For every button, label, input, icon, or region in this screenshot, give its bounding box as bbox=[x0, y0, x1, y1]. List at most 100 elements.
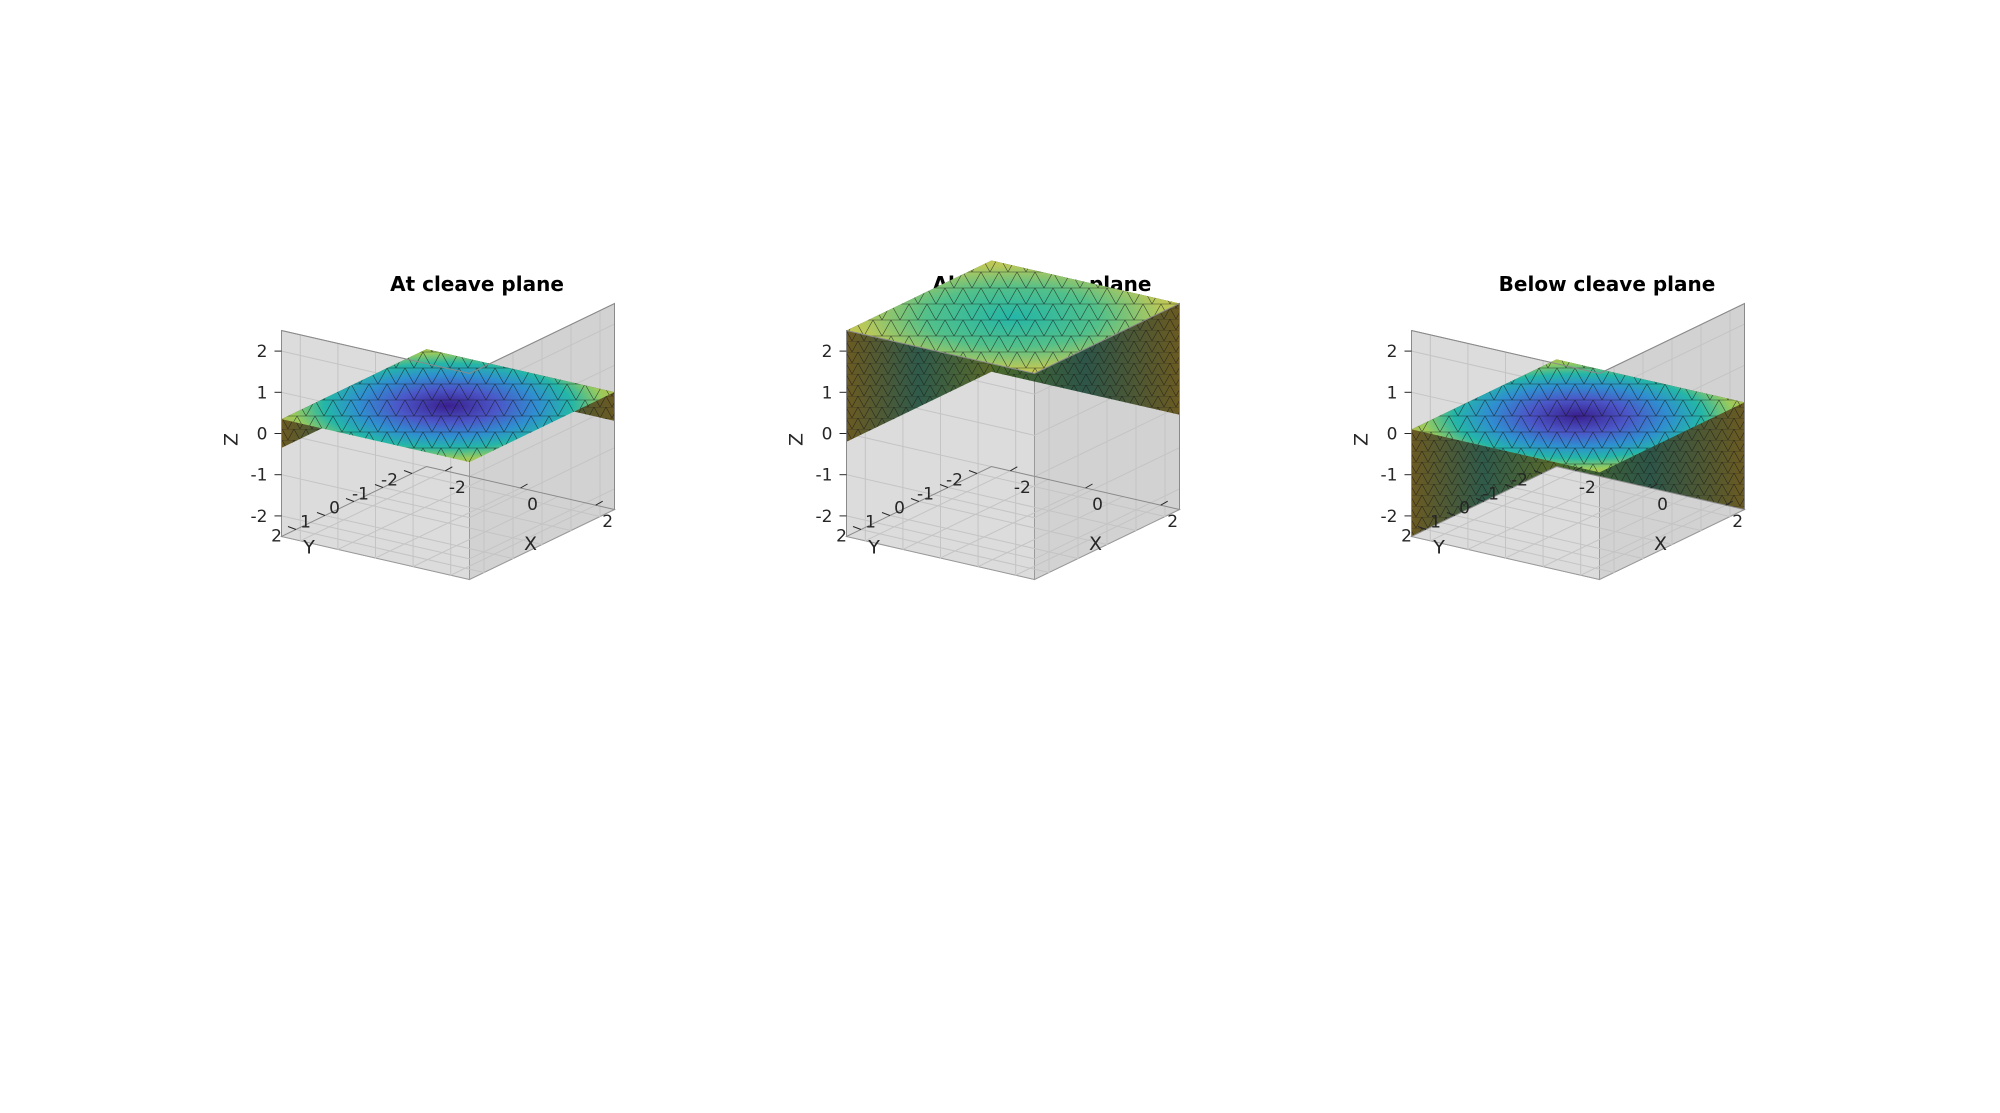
grid-line bbox=[940, 352, 1086, 559]
y-tick-mark bbox=[374, 484, 384, 488]
y-tick-label: 0 bbox=[329, 499, 340, 519]
y-tick-label: -2 bbox=[381, 471, 398, 491]
x-tick-label: 2 bbox=[1167, 512, 1178, 532]
y-tick-label: -2 bbox=[1511, 471, 1528, 491]
mesh-top-edges bbox=[846, 260, 1180, 374]
z-tick-label: -1 bbox=[1381, 466, 1398, 486]
y-tick-label: 0 bbox=[894, 499, 905, 519]
x-axis-label: X bbox=[524, 533, 537, 555]
y-tick-label: 1 bbox=[865, 513, 876, 533]
y-tick-mark bbox=[910, 498, 920, 502]
mesh-object bbox=[281, 349, 615, 463]
y-tick-label: 1 bbox=[300, 513, 311, 533]
grid-line bbox=[846, 488, 1180, 560]
x-tick-label: 0 bbox=[527, 495, 538, 515]
x-tick-label: -2 bbox=[449, 478, 466, 498]
y-tick-mark bbox=[316, 512, 326, 516]
grid-line bbox=[1015, 369, 1161, 576]
axes-box-edge bbox=[1411, 302, 1745, 510]
y-tick-mark bbox=[1475, 498, 1485, 502]
z-tick-label: 0 bbox=[1387, 425, 1398, 445]
z-tick-label: -1 bbox=[251, 466, 268, 486]
y-tick-label: 2 bbox=[271, 527, 282, 547]
y-tick-mark bbox=[1446, 512, 1456, 516]
y-tick-mark bbox=[1417, 526, 1427, 530]
z-tick-label: -2 bbox=[1381, 507, 1398, 527]
z-tick-label: 0 bbox=[257, 425, 268, 445]
grid-line bbox=[411, 310, 601, 518]
x-tick-mark bbox=[1650, 483, 1658, 489]
y-tick-label: -1 bbox=[917, 485, 934, 505]
z-tick-label: -1 bbox=[816, 466, 833, 486]
y-tick-label: 0 bbox=[1459, 499, 1470, 519]
z-tick-label: 2 bbox=[257, 342, 268, 362]
mesh-top-edges bbox=[281, 349, 615, 463]
x-tick-mark bbox=[1575, 466, 1583, 472]
z-tick-label: 2 bbox=[1387, 342, 1398, 362]
x-tick-label: -2 bbox=[1579, 478, 1596, 498]
x-axis-label: X bbox=[1089, 533, 1102, 555]
grid-line bbox=[281, 488, 615, 560]
z-tick-label: 1 bbox=[257, 383, 268, 403]
y-axis-label: Y bbox=[867, 537, 880, 559]
y-tick-label: -1 bbox=[1482, 485, 1499, 505]
z-tick-label: 1 bbox=[822, 383, 833, 403]
axes-box-edge bbox=[281, 302, 615, 510]
panel-title: At cleave plane bbox=[390, 272, 564, 296]
y-tick-mark bbox=[1504, 484, 1514, 488]
y-tick-label: 1 bbox=[1430, 513, 1441, 533]
z-tick-label: -2 bbox=[816, 507, 833, 527]
y-tick-label: -2 bbox=[946, 471, 963, 491]
y-axis-label: Y bbox=[302, 537, 315, 559]
grid-line bbox=[281, 447, 615, 519]
grid-line bbox=[977, 360, 1124, 568]
grid-line bbox=[889, 352, 1079, 560]
mesh-object bbox=[1411, 359, 1745, 537]
z-tick-label: -2 bbox=[251, 507, 268, 527]
mesh-top-edges bbox=[1411, 359, 1745, 473]
panel-title: Below cleave plane bbox=[1499, 272, 1716, 296]
z-tick-label: 0 bbox=[822, 425, 833, 445]
x-tick-mark bbox=[595, 500, 603, 506]
axes-box-edge bbox=[846, 302, 1180, 510]
grid-line bbox=[1429, 334, 1576, 542]
grid-line bbox=[860, 366, 1050, 574]
x-tick-label: 2 bbox=[1732, 512, 1743, 532]
z-axis-label: Z bbox=[1351, 433, 1373, 446]
y-tick-mark bbox=[403, 470, 413, 474]
z-axis-label: Z bbox=[786, 433, 808, 446]
y-tick-mark bbox=[968, 470, 978, 474]
y-tick-mark bbox=[1533, 470, 1543, 474]
grid-line bbox=[299, 334, 446, 542]
x-tick-label: 2 bbox=[602, 512, 613, 532]
x-tick-mark bbox=[1725, 500, 1733, 506]
z-tick-label: 1 bbox=[1387, 383, 1398, 403]
z-tick-label: 2 bbox=[822, 342, 833, 362]
x-tick-label: 0 bbox=[1657, 495, 1668, 515]
grid-line bbox=[1411, 488, 1745, 560]
grid-line bbox=[918, 338, 1108, 546]
x-tick-mark bbox=[1160, 500, 1168, 506]
x-tick-mark bbox=[1010, 466, 1018, 472]
y-tick-label: 2 bbox=[1401, 527, 1412, 547]
y-tick-mark bbox=[287, 526, 297, 530]
grid-line bbox=[846, 447, 1180, 519]
y-tick-mark bbox=[852, 526, 862, 530]
x-tick-label: 0 bbox=[1092, 495, 1103, 515]
grid-line bbox=[1541, 310, 1731, 518]
mesh-object bbox=[846, 260, 1180, 442]
y-tick-label: -1 bbox=[352, 485, 369, 505]
y-tick-mark bbox=[881, 512, 891, 516]
x-tick-mark bbox=[520, 483, 528, 489]
x-axis-label: X bbox=[1654, 533, 1667, 555]
y-tick-mark bbox=[345, 498, 355, 502]
y-axis-label: Y bbox=[1432, 537, 1445, 559]
y-tick-mark bbox=[939, 484, 949, 488]
z-axis-label: Z bbox=[221, 433, 243, 446]
x-tick-label: -2 bbox=[1014, 478, 1031, 498]
y-tick-label: 2 bbox=[836, 527, 847, 547]
